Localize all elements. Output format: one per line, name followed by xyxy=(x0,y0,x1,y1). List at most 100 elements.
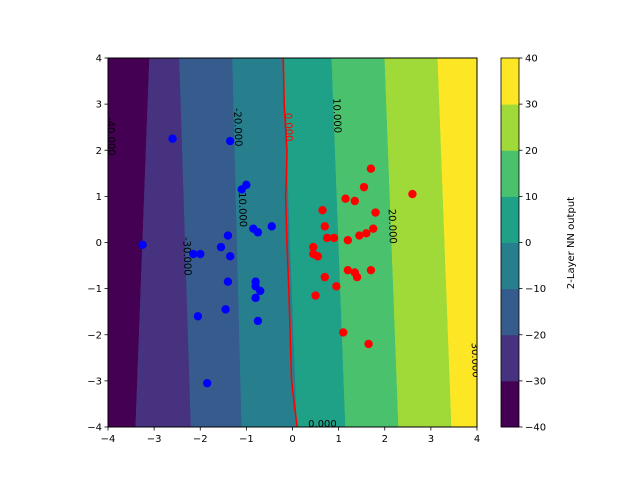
contour-label: 0.000 xyxy=(308,419,337,430)
data-point xyxy=(343,235,353,245)
y-tick-label: 0 xyxy=(96,238,102,249)
data-point xyxy=(408,189,417,199)
data-point xyxy=(223,277,233,286)
contour-bands xyxy=(108,58,477,427)
data-point xyxy=(138,240,147,250)
colorbar-segment xyxy=(501,196,519,243)
data-point xyxy=(221,305,230,314)
colorbar-tick-label: 40 xyxy=(525,54,538,65)
data-point xyxy=(320,272,329,282)
contour-labels: -40.000 -20.000 0.000 10.000 -10.000 20.000 -3… xyxy=(104,98,481,430)
data-point xyxy=(369,224,378,233)
contour-label: 30.000 xyxy=(469,342,481,377)
contour-label: -30.000 xyxy=(180,237,192,276)
data-point xyxy=(366,265,376,275)
colorbar-segment xyxy=(501,242,519,290)
data-point xyxy=(313,252,323,261)
data-point xyxy=(196,249,205,259)
x-axis: −4 −3 −2 −1 0 1 2 3 4 xyxy=(101,427,480,445)
colorbar-tick-label: −10 xyxy=(525,284,546,295)
colorbar-tick-label: 0 xyxy=(525,238,531,249)
data-point xyxy=(350,196,359,206)
colorbar-tick-label: −30 xyxy=(525,376,546,387)
x-tick-label: −4 xyxy=(101,434,116,445)
contour-band xyxy=(384,58,452,427)
colorbar-segment xyxy=(501,288,519,336)
x-tick-label: 2 xyxy=(382,434,388,445)
data-point xyxy=(352,272,362,282)
colorbar-segment xyxy=(501,334,519,382)
colorbar-tick-label: 10 xyxy=(525,192,538,203)
x-tick-label: 3 xyxy=(428,434,434,445)
data-point xyxy=(364,339,373,349)
data-point xyxy=(318,206,327,215)
scatter-points xyxy=(138,134,417,388)
data-point xyxy=(267,222,276,231)
data-point xyxy=(256,286,265,296)
contour-label: 20.000 xyxy=(386,209,398,244)
data-point xyxy=(253,228,263,237)
contour-label: 0.000 xyxy=(282,113,294,142)
colorbar-segment xyxy=(501,104,519,151)
y-tick-label: 3 xyxy=(96,100,102,111)
x-tick-label: −3 xyxy=(147,434,162,445)
contour-band xyxy=(179,58,243,427)
data-point xyxy=(309,242,318,252)
decision-boundary-layer xyxy=(282,58,298,427)
colorbar-tick-label: −40 xyxy=(525,423,546,434)
colorbar-tick-label: 20 xyxy=(525,146,538,157)
data-point xyxy=(329,233,339,243)
contour-band xyxy=(331,58,399,427)
data-point xyxy=(332,282,341,291)
data-point xyxy=(193,312,203,321)
data-point xyxy=(339,328,348,337)
colorbar-tick-label: 30 xyxy=(525,100,538,111)
x-tick-label: −1 xyxy=(239,434,254,445)
x-tick-label: −2 xyxy=(193,434,208,445)
colorbar-label: 2-Layer NN output xyxy=(566,197,577,289)
y-tick-label: 1 xyxy=(96,192,102,203)
y-tick-label: 4 xyxy=(96,54,102,65)
data-point xyxy=(359,182,369,192)
data-point xyxy=(216,242,226,252)
data-point xyxy=(343,265,353,275)
y-axis: −4 −3 −2 −1 0 1 2 3 4 xyxy=(87,54,108,434)
colorbar: −40 −30 −20 −10 0 10 20 30 40 xyxy=(500,54,546,434)
data-point xyxy=(237,185,246,194)
plot-area: -40.000 -20.000 0.000 10.000 -10.000 20.000 -3… xyxy=(104,58,481,430)
x-tick-label: 1 xyxy=(335,434,341,445)
data-point xyxy=(362,229,371,238)
data-point xyxy=(168,134,177,143)
y-tick-label: −3 xyxy=(87,376,102,387)
data-point xyxy=(341,194,350,203)
data-point xyxy=(355,231,364,240)
data-point xyxy=(223,231,233,240)
y-tick-label: 2 xyxy=(96,146,102,157)
data-point xyxy=(371,208,380,217)
y-tick-label: −2 xyxy=(87,330,102,341)
colorbar-tick-label: −20 xyxy=(525,330,546,341)
data-point xyxy=(202,378,212,388)
contour-label: -40.000 xyxy=(104,117,116,156)
contour-band xyxy=(232,58,298,427)
x-tick-label: 4 xyxy=(474,434,480,445)
contour-label: -20.000 xyxy=(231,108,243,147)
contour-band xyxy=(283,58,346,427)
y-tick-label: −4 xyxy=(87,423,102,434)
data-point xyxy=(226,252,235,261)
contour-band xyxy=(135,58,192,427)
decision-boundary-line xyxy=(282,58,298,427)
colorbar-segment xyxy=(501,150,519,197)
y-tick-label: −1 xyxy=(87,284,102,295)
contour-label: -10.000 xyxy=(236,188,248,227)
x-tick-label: 0 xyxy=(289,434,295,445)
data-point xyxy=(251,293,260,303)
data-point xyxy=(253,316,263,326)
contour-label: 10.000 xyxy=(330,98,342,133)
data-point xyxy=(189,249,198,259)
colorbar-segment xyxy=(501,380,519,428)
data-point xyxy=(322,233,332,243)
contour-band xyxy=(437,58,477,427)
colorbar-segment xyxy=(501,58,519,105)
